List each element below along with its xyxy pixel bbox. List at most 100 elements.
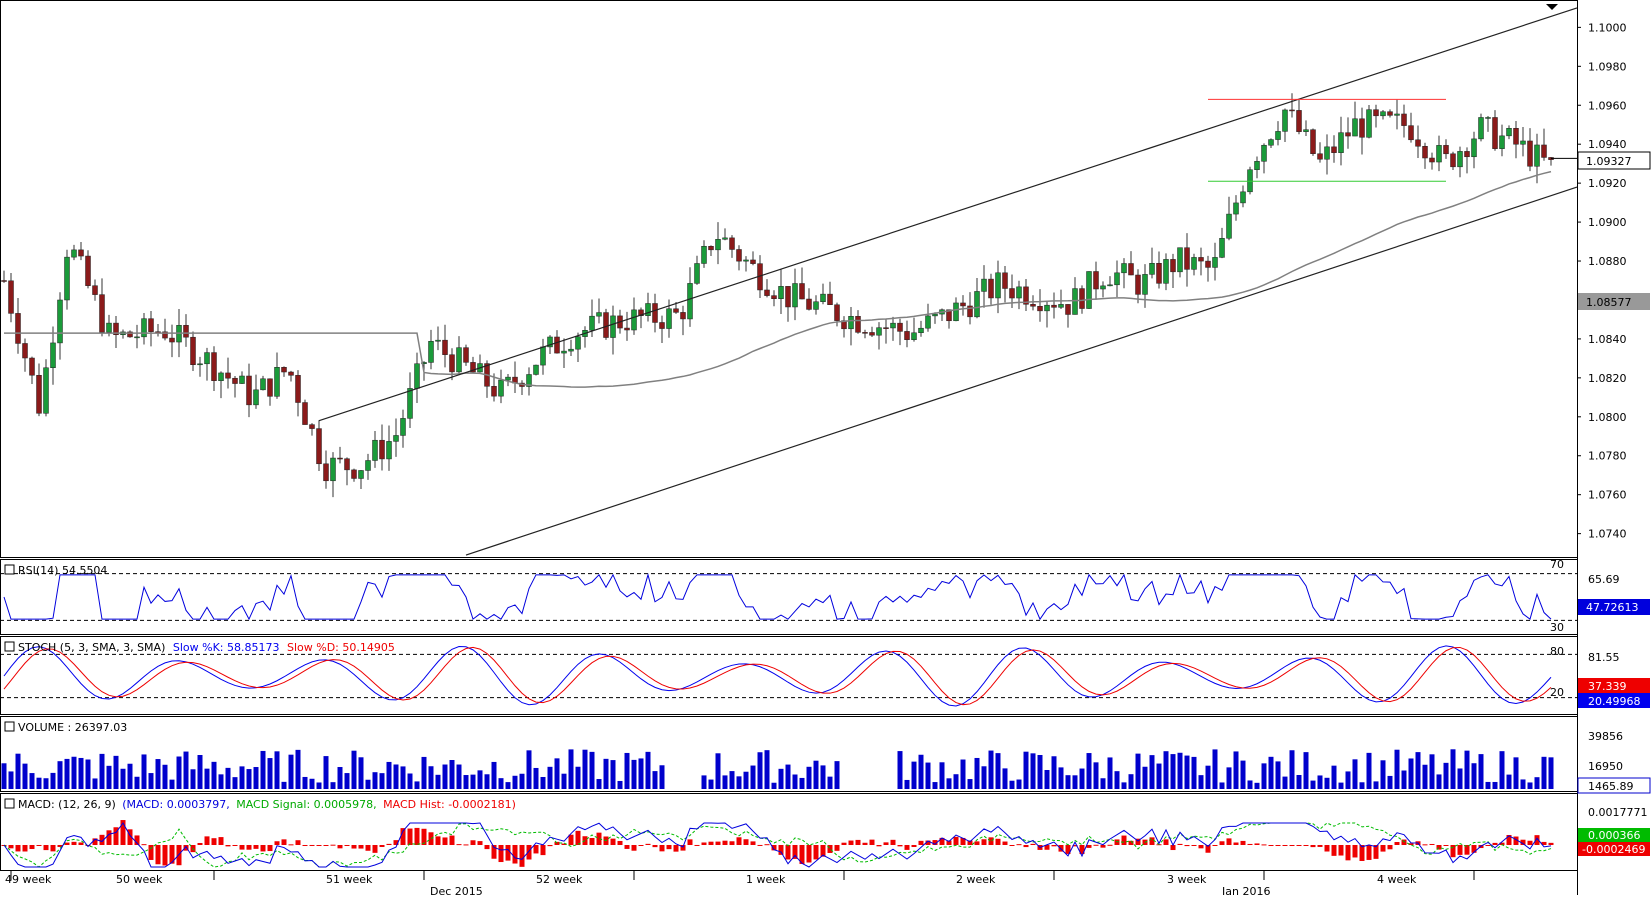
- candle-body-48: [337, 457, 343, 460]
- candle-body-61: [428, 341, 434, 363]
- macd-hist-bar-150: [1051, 845, 1057, 847]
- macd-hist-bar-65: [456, 844, 462, 846]
- price-tick-label-0: 1.1000: [1588, 21, 1627, 34]
- macd-hist-bar-194: [1359, 845, 1365, 861]
- volume-bar-143: [1002, 768, 1008, 789]
- rsi-label: RSI(14) 54.5504: [18, 564, 107, 577]
- channel-upper-line: [318, 7, 1578, 422]
- macd-close-icon[interactable]: [4, 798, 15, 809]
- candle-body-195: [1366, 109, 1372, 138]
- candle-body-57: [400, 418, 406, 436]
- month-label-jan: Jan 2016: [1221, 885, 1270, 895]
- macd-hist-bar-45: [316, 845, 322, 846]
- macd-hist-bar-67: [470, 840, 476, 845]
- macd-hist-bar-221: [1548, 842, 1554, 845]
- volume-bar-178: [1247, 780, 1253, 789]
- candle-body-211: [1478, 117, 1484, 140]
- macd-hist-bar-204: [1429, 843, 1435, 845]
- macd-hist-bar-112: [785, 845, 791, 860]
- volume-bar-135: [946, 778, 952, 789]
- volume-bar-154: [1079, 768, 1085, 789]
- candle-body-50: [351, 469, 357, 479]
- macd-hist-bar-24: [169, 845, 175, 864]
- macd-hist-bar-38: [267, 845, 273, 852]
- macd-hist-bar-20: [141, 844, 147, 846]
- candle-body-97: [680, 312, 686, 320]
- macd-hist-bar-5: [36, 845, 42, 846]
- candle-body-126: [883, 327, 889, 329]
- macd-hist-bar-210: [1471, 845, 1477, 853]
- macd-hist-bar-126: [883, 842, 889, 845]
- price-tick-label-6: 1.0880: [1588, 255, 1627, 268]
- volume-bar-168: [1177, 752, 1183, 789]
- candle-body-214: [1499, 135, 1505, 149]
- volume-bar-53: [372, 772, 378, 789]
- macd-tick: 0.0017771: [1588, 806, 1648, 819]
- macd-hist-bar-96: [673, 845, 679, 852]
- volume-bar-208: [1457, 768, 1463, 789]
- volume-bar-34: [239, 766, 245, 789]
- candle-body-125: [876, 327, 882, 336]
- candle-body-98: [687, 283, 693, 320]
- volume-bar-43: [302, 776, 308, 789]
- rsi-close-icon[interactable]: [4, 564, 15, 575]
- macd-hist-bar-18: [127, 829, 133, 845]
- macd-hist-bar-8: [57, 845, 63, 847]
- volume-bar-160: [1121, 782, 1127, 789]
- macd-hist-bar-180: [1261, 844, 1267, 846]
- candle-body-95: [666, 308, 672, 329]
- volume-bar-83: [582, 749, 588, 789]
- candle-body-65: [456, 347, 462, 373]
- candle-body-133: [932, 313, 938, 317]
- candle-body-42: [295, 375, 301, 403]
- volume-label: VOLUME : 26397.03: [18, 721, 127, 734]
- stoch-k-line: [3, 645, 1552, 707]
- volume-close-icon[interactable]: [4, 721, 15, 732]
- macd-hist-bar-197: [1380, 845, 1386, 852]
- volume-bar-164: [1149, 755, 1155, 789]
- volume-bar-217: [1520, 779, 1526, 789]
- macd-hist-bar-167: [1170, 845, 1176, 851]
- volume-bar-42: [295, 749, 301, 789]
- macd-hist-bar-198: [1387, 845, 1393, 850]
- candle-body-26: [183, 325, 189, 338]
- volume-bar-115: [806, 766, 812, 789]
- macd-hist-bar-58: [407, 828, 413, 845]
- scroll-marker-icon[interactable]: [1546, 4, 1558, 10]
- price-tick-label-11: 1.0780: [1588, 450, 1627, 463]
- macd-hist-bar-88: [617, 840, 623, 845]
- volume-bar-54: [379, 773, 385, 789]
- volume-bar-70: [491, 761, 497, 789]
- candle-body-199: [1394, 113, 1400, 116]
- macd-hist-bar-201: [1408, 843, 1414, 845]
- macd-hist-bar-16: [113, 827, 119, 845]
- volume-bar-219: [1534, 777, 1540, 789]
- volume-bar-6: [43, 778, 49, 789]
- volume-bar-32: [225, 767, 231, 789]
- candle-body-23: [162, 331, 168, 339]
- candle-body-132: [925, 315, 931, 329]
- macd-hist-bar-130: [911, 845, 917, 848]
- macd-hist-bar-122: [855, 839, 861, 845]
- volume-bar-41: [288, 754, 294, 789]
- macd-hist-bar-50: [351, 845, 357, 849]
- candle-body-122: [855, 316, 861, 333]
- candle-body-200: [1401, 113, 1407, 126]
- macd-hist-bar-191: [1338, 845, 1344, 856]
- macd-hist-bar-212: [1485, 845, 1491, 846]
- macd-hist-bar-93: [652, 845, 658, 848]
- candle-body-18: [127, 331, 133, 338]
- volume-bar-90: [631, 759, 637, 789]
- macd-hist-bar-109: [764, 844, 770, 846]
- week-label-52: 52 week: [536, 873, 583, 886]
- volume-bar-4: [29, 773, 35, 789]
- volume-bar-149: [1044, 770, 1050, 789]
- volume-bar-112: [785, 764, 791, 789]
- stoch-close-icon[interactable]: [4, 641, 15, 652]
- volume-bar-167: [1170, 754, 1176, 789]
- macd-hist-bar-183: [1282, 845, 1288, 846]
- candle-body-219: [1534, 144, 1540, 167]
- macd-hist-bar-136: [953, 836, 959, 845]
- volume-bar-176: [1233, 751, 1239, 789]
- macd-hist-bar-13: [92, 838, 98, 845]
